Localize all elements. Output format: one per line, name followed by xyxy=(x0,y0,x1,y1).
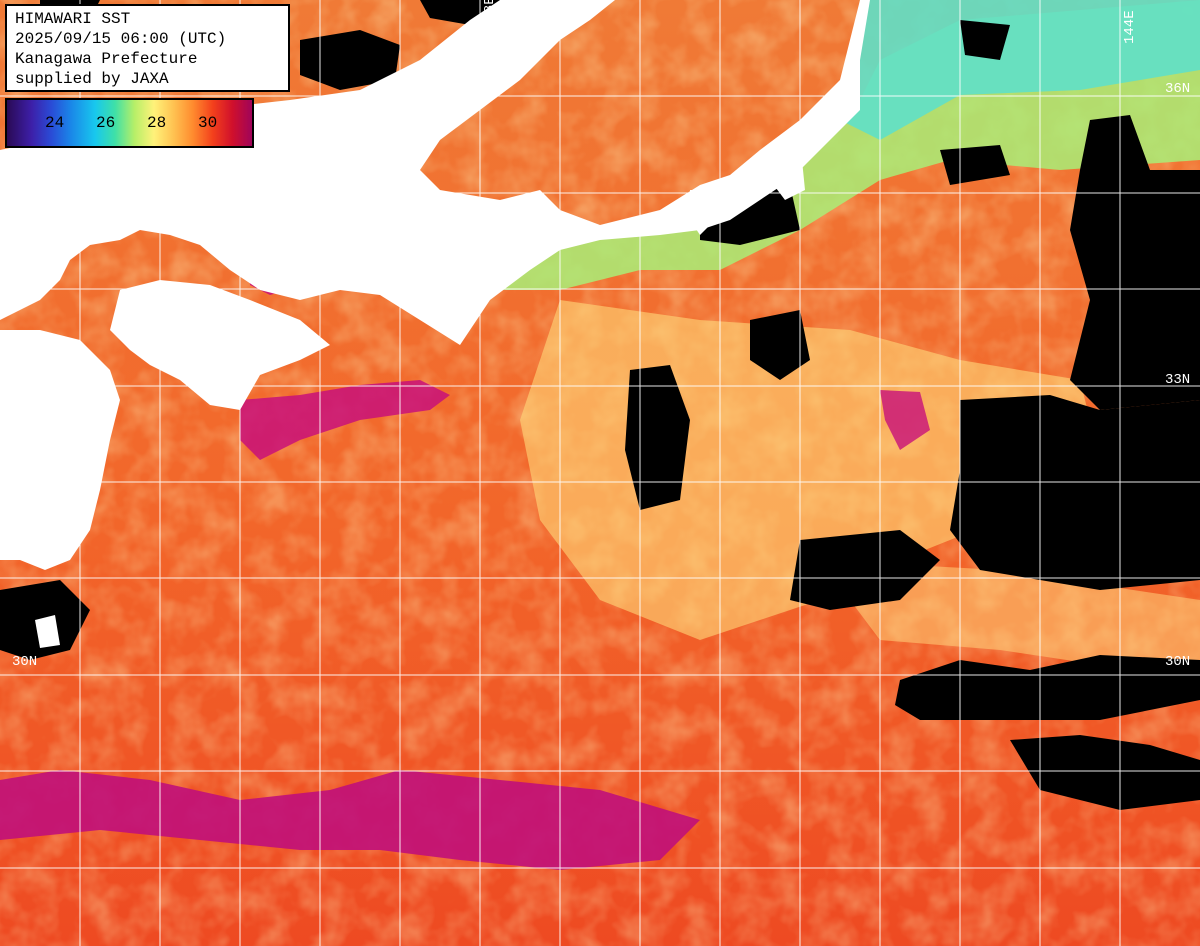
title-line-2: 2025/09/15 06:00 (UTC) xyxy=(15,30,227,48)
land-awaji xyxy=(380,235,405,275)
lon-label-144e: 144E xyxy=(1122,10,1138,44)
title-line-4: supplied by JAXA xyxy=(15,70,169,88)
color-legend: 24 26 28 30 xyxy=(5,98,254,148)
hot-patch-shikoku xyxy=(240,380,450,460)
legend-tick-28: 28 xyxy=(147,114,167,132)
lat-label-33n: 33N xyxy=(1165,372,1191,388)
title-box: HIMAWARI SST 2025/09/15 06:00 (UTC) Kana… xyxy=(5,4,290,92)
land-honshu xyxy=(0,0,870,345)
north-cyan-band xyxy=(840,0,1200,140)
title-line-1: HIMAWARI SST xyxy=(15,10,131,28)
lon-label-138e: 138E xyxy=(482,0,498,30)
land-kii xyxy=(420,200,530,330)
land-boso xyxy=(770,140,805,200)
land-island-2 xyxy=(45,515,62,548)
land-island-1 xyxy=(35,615,60,648)
lat-label-30n-right: 30N xyxy=(1165,654,1191,670)
legend-tick-30: 30 xyxy=(198,114,218,132)
land xyxy=(0,0,870,648)
land-kyushu xyxy=(0,330,120,570)
hot-patch-south xyxy=(0,770,700,870)
lat-label-36n: 36N xyxy=(1165,81,1191,97)
legend-tick-24: 24 xyxy=(45,114,65,132)
title-line-3: Kanagawa Prefecture xyxy=(15,50,198,68)
legend-tick-26: 26 xyxy=(96,114,116,132)
legend-gradient-bar xyxy=(7,100,252,146)
light-yellow-east xyxy=(820,560,1200,680)
cloud-masks xyxy=(0,0,1200,810)
land-izu xyxy=(690,190,715,235)
land-shikoku xyxy=(110,280,330,410)
lat-label-30n-left: 30N xyxy=(12,654,38,670)
hot-patch-east xyxy=(880,390,930,450)
